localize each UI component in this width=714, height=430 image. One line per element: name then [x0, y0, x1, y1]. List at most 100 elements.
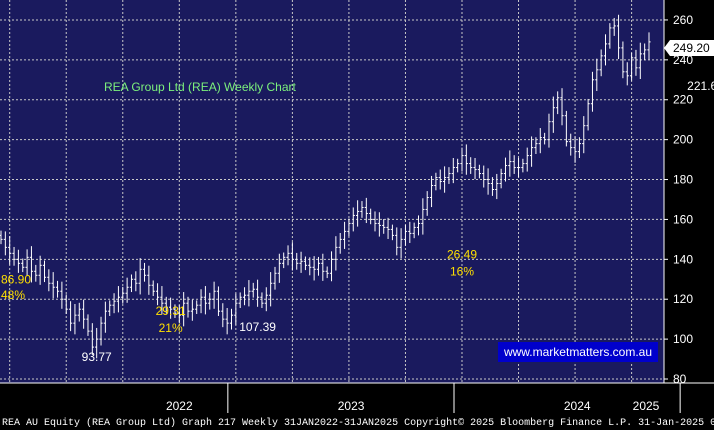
- ohlc-bar: [382, 219, 386, 234]
- last-price-label: 249.20: [673, 41, 710, 55]
- ohlc-bar: [169, 297, 173, 319]
- ohlc-bar: [499, 168, 503, 189]
- ohlc-bar: [603, 34, 608, 66]
- ohlc-bar: [234, 293, 238, 325]
- ohlc-bar: [247, 280, 251, 307]
- ohlc-bar: [295, 252, 299, 270]
- bottom-axis-background: [0, 383, 714, 413]
- y-tick-label: 220: [673, 93, 693, 107]
- ohlc-bar: [421, 198, 425, 235]
- ohlc-bar: [160, 286, 164, 315]
- ohlc-bar: [442, 166, 447, 193]
- ohlc-bar: [456, 158, 460, 173]
- ohlc-bar: [51, 272, 55, 299]
- ohlc-bar: [68, 301, 73, 332]
- ohlc-bars: [0, 14, 651, 359]
- watermark: www.marketmatters.com.au: [498, 342, 658, 362]
- ohlc-bar: [147, 265, 151, 295]
- ohlc-bar: [529, 136, 534, 167]
- plot-background: [0, 0, 664, 383]
- ohlc-bar: [255, 279, 260, 307]
- ohlc-bar: [199, 289, 203, 314]
- ohlc-bar: [416, 215, 421, 236]
- ohlc-bar: [42, 260, 47, 283]
- ohlc-bar: [547, 113, 551, 148]
- y-tick-label: 260: [673, 13, 693, 27]
- ohlc-bar: [8, 236, 12, 265]
- ohlc-bar: [464, 144, 468, 175]
- ohlc-bar: [386, 217, 390, 239]
- ohlc-bar: [129, 274, 134, 293]
- ohlc-bar: [447, 167, 451, 184]
- x-tick-label: 2023: [338, 399, 365, 413]
- ohlc-bar: [73, 304, 77, 335]
- watermark-box: [498, 342, 658, 362]
- ohlc-bar: [34, 264, 38, 282]
- ohlc-bar: [303, 256, 308, 271]
- ohlc-bar: [586, 98, 590, 131]
- chart-title: REA Group Ltd (REA) Weekly Chart: [104, 80, 297, 94]
- footer-text: REA AU Equity (REA Group Ltd) Graph 217 …: [2, 417, 714, 429]
- ohlc-bar: [155, 283, 160, 306]
- ohlc-bar: [238, 292, 242, 308]
- ohlc-bar: [208, 292, 212, 310]
- ohlc-bar: [377, 212, 381, 237]
- y-tick-label: 240: [673, 53, 693, 67]
- ohlc-bar: [582, 116, 586, 154]
- ohlc-bar: [242, 287, 247, 306]
- ohlc-bar: [125, 277, 129, 303]
- ohlc-bar: [525, 147, 529, 172]
- ohlc-bar: [164, 296, 168, 314]
- ohlc-bar: [543, 132, 547, 145]
- ohlc-bar: [369, 208, 373, 225]
- ohlc-bar: [55, 280, 60, 298]
- ohlc-bar: [321, 253, 325, 281]
- ohlc-bar: [486, 168, 490, 195]
- annotation-label: 48%: [1, 288, 25, 302]
- ohlc-bar: [429, 175, 434, 208]
- ohlc-bar: [134, 271, 138, 292]
- ohlc-bar: [403, 225, 408, 246]
- ohlc-bar: [177, 305, 181, 324]
- ohlc-bar: [95, 327, 99, 359]
- ohlc-bar: [599, 49, 603, 77]
- annotation-label: 93.77: [82, 350, 112, 364]
- ohlc-bar: [477, 164, 481, 179]
- ohlc-bar: [408, 221, 412, 243]
- ohlc-bar: [186, 296, 190, 318]
- ohlc-bar: [516, 157, 521, 178]
- ohlc-bar: [173, 304, 177, 318]
- ohlc-bar: [225, 307, 229, 335]
- ohlc-bar: [112, 293, 116, 314]
- ohlc-bar: [395, 227, 399, 256]
- ohlc-bar: [573, 136, 577, 163]
- ohlc-bar: [469, 157, 473, 174]
- ohlc-bar: [60, 281, 64, 309]
- ohlc-bar: [103, 301, 107, 333]
- ohlc-bar: [312, 256, 316, 281]
- ohlc-bar: [116, 286, 121, 313]
- ohlc-bar: [634, 49, 638, 76]
- annotation-label: 86.90: [1, 272, 31, 286]
- annotation-label: 16%: [450, 264, 474, 278]
- ohlc-bar: [495, 173, 499, 200]
- right-axis-background: [664, 0, 714, 383]
- ohlc-bar: [212, 281, 216, 309]
- ohlc-bar: [325, 266, 329, 279]
- ohlc-bar: [643, 43, 647, 61]
- ohlc-bar: [590, 71, 595, 112]
- ohlc-bar: [77, 302, 81, 322]
- ohlc-bar: [282, 252, 286, 269]
- ohlc-bar: [21, 258, 25, 273]
- watermark-text: www.marketmatters.com.au: [503, 345, 652, 359]
- ohlc-bar: [647, 32, 651, 60]
- ohlc-bar: [329, 251, 334, 282]
- ohlc-bar: [99, 316, 103, 346]
- ohlc-bar: [625, 62, 629, 86]
- ohlc-bar: [82, 299, 86, 329]
- ohlc-bar: [508, 150, 512, 177]
- ohlc-bar: [356, 200, 360, 227]
- annotation-label: 107.39: [239, 320, 276, 334]
